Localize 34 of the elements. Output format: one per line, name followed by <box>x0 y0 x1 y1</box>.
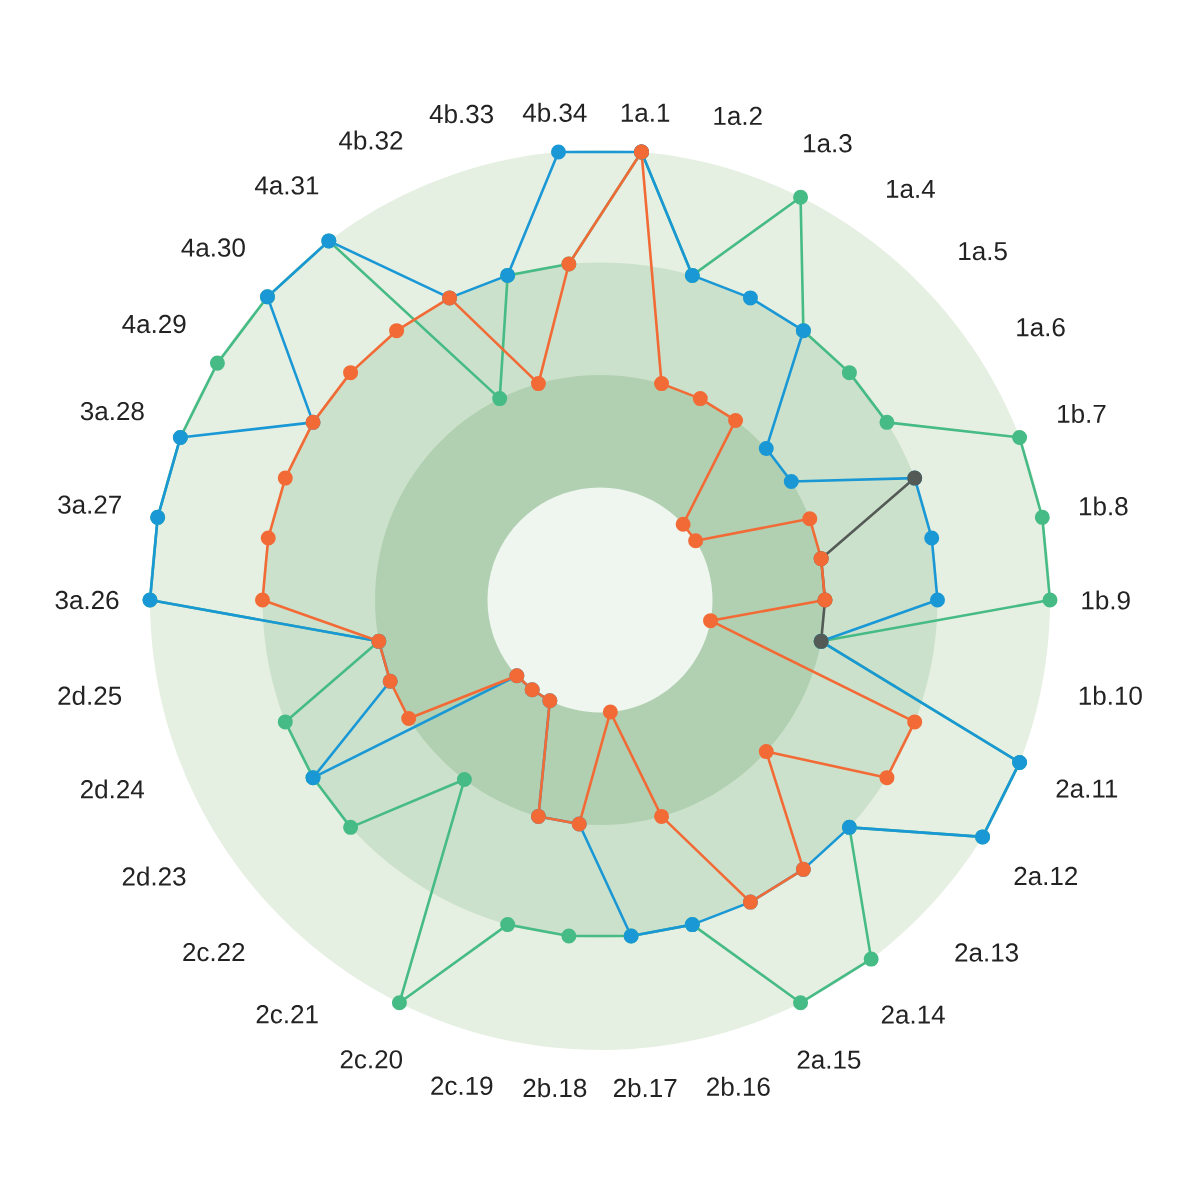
spoke-label: 2a.13 <box>955 943 1018 962</box>
spoke-label: 2a.12 <box>1014 866 1078 886</box>
spoke-label: 4b.32 <box>339 130 403 150</box>
spoke-label: 1a.4 <box>887 179 935 199</box>
spoke-label: 1b.9 <box>1082 590 1130 610</box>
spoke-label: 1a.5 <box>959 242 1007 261</box>
spoke-label: 1b.7 <box>1058 403 1106 424</box>
spoke-label: 3a.27 <box>58 495 121 514</box>
spoke-label: 3a.28 <box>80 401 144 421</box>
spoke-label: 2c.21 <box>256 1005 318 1024</box>
spoke-label: 1b.10 <box>1079 685 1142 705</box>
spoke-label: 2d.24 <box>81 779 144 799</box>
spoke-label: 4a.29 <box>122 314 186 334</box>
spoke-label: 2c.19 <box>431 1076 493 1096</box>
spoke-label: 2a.15 <box>797 1050 861 1069</box>
spoke-label: 1a.1 <box>621 103 670 122</box>
spoke-label: 4a.31 <box>254 176 319 195</box>
spoke-label: 1a.2 <box>714 106 762 126</box>
spoke-label: 2c.20 <box>340 1050 403 1069</box>
spoke-label: 2c.22 <box>183 942 245 962</box>
spoke-label: 3a.26 <box>55 590 119 610</box>
spoke-label: 2d.25 <box>58 685 122 705</box>
spoke-label: 2b.18 <box>523 1078 587 1098</box>
spoke-label: 4a.30 <box>181 238 245 257</box>
spoke-label: 1a.6 <box>1017 318 1065 337</box>
spoke-label: 4b.33 <box>429 104 493 124</box>
spoke-label: 2b.17 <box>613 1078 677 1098</box>
spoke-label: 4b.34 <box>522 102 587 122</box>
spoke-label: 2b.16 <box>707 1076 770 1096</box>
spoke-label: 1b.8 <box>1080 496 1128 516</box>
spoke-label: 2a.11 <box>1056 779 1118 798</box>
spoke-label: 1a.3 <box>804 134 852 153</box>
spoke-label: 2a.14 <box>881 1005 945 1024</box>
spoke-label: 2d.23 <box>122 866 186 886</box>
